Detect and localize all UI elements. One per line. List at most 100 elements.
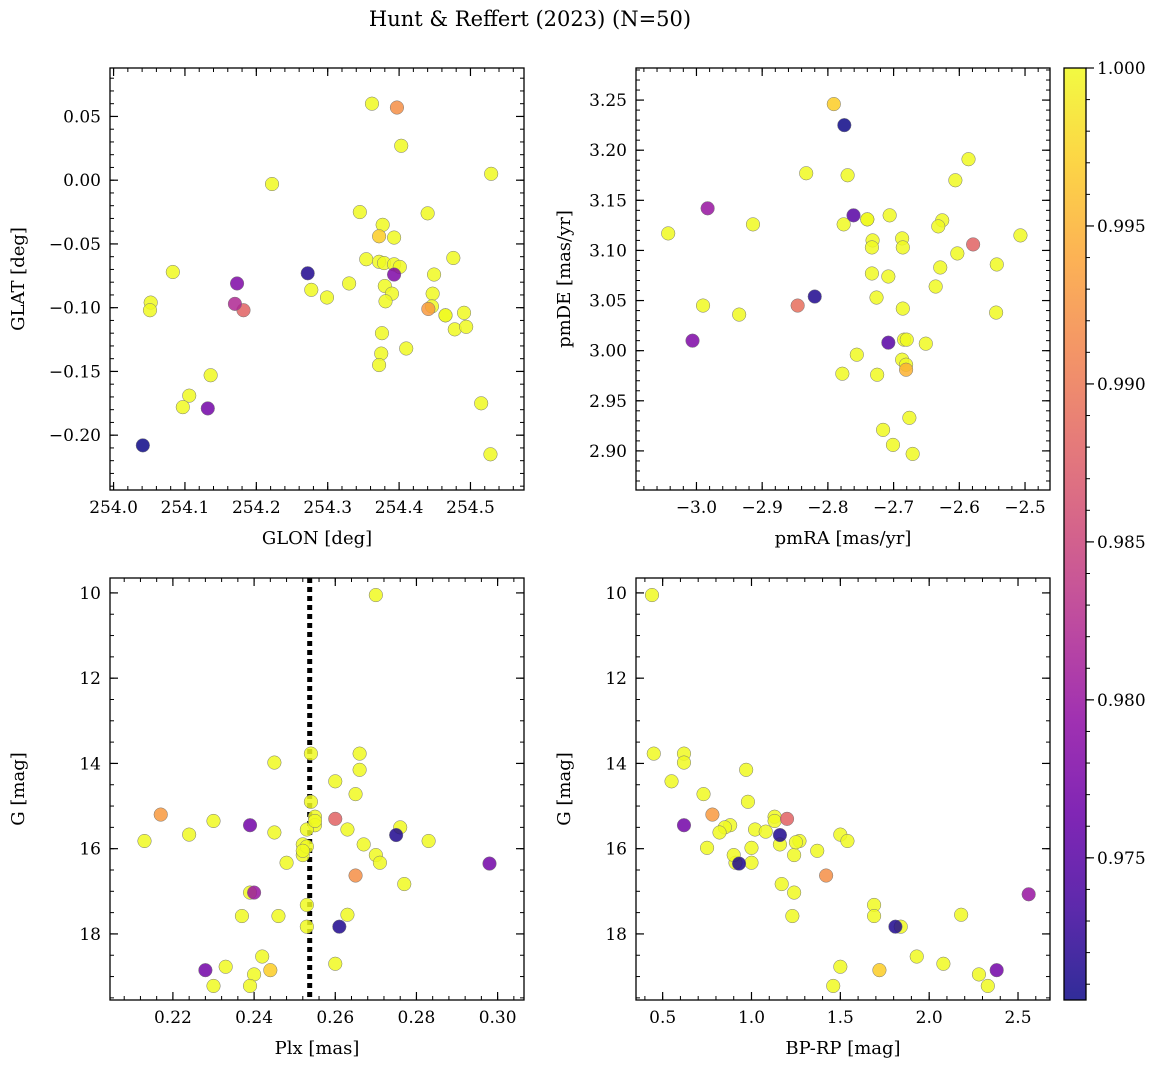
x-tick-label: 0.28: [398, 1008, 436, 1028]
data-point: [142, 303, 158, 318]
data-point: [787, 848, 802, 863]
data-point: [790, 298, 805, 313]
data-point: [368, 588, 383, 603]
data-point: [676, 755, 692, 770]
y-tick-label: 3.20: [589, 141, 627, 161]
data-point: [459, 319, 474, 334]
data-point: [836, 217, 851, 232]
data-point: [819, 868, 834, 883]
data-point: [397, 877, 412, 892]
data-point: [788, 835, 803, 850]
plot-area: [135, 96, 499, 462]
colorbar-tick-label: 0.975: [1097, 849, 1146, 869]
data-point: [374, 326, 390, 341]
data-point: [971, 967, 986, 982]
data-point: [870, 367, 885, 382]
data-point: [394, 138, 409, 153]
data-point: [247, 885, 262, 900]
axes-frame: [109, 67, 525, 491]
plot-area: [661, 97, 1028, 461]
data-point: [840, 833, 855, 849]
subplot-grid: 254.0 254.1 254.2 254.3 254.4 254.5 −0.20 −0.15…: [8, 67, 1051, 1059]
data-point: [905, 446, 920, 461]
subplot-1: 254.0 254.1 254.2 254.3 254.4 254.5 −0.20 −0.15…: [8, 67, 525, 549]
data-point: [745, 217, 761, 232]
x-tick-label: 1.0: [738, 1008, 765, 1028]
subplot-2: −3.0 −2.9 −2.8 −2.7 −2.6 −2.5 2.90 2.95 3.00 3.05…: [554, 67, 1051, 549]
data-point: [456, 305, 472, 320]
data-point: [198, 963, 213, 978]
data-point: [646, 746, 661, 761]
x-axis-label: BP-RP [mag]: [785, 1038, 900, 1059]
data-point: [881, 269, 896, 284]
data-point: [328, 811, 343, 826]
data-point: [732, 307, 747, 322]
data-point: [352, 205, 367, 220]
data-point: [661, 226, 676, 241]
plot-area: [137, 578, 497, 1000]
data-point: [799, 166, 814, 181]
data-point: [895, 240, 910, 255]
data-point: [340, 907, 355, 922]
data-point: [846, 208, 861, 223]
x-tick-label: 2.0: [916, 1008, 943, 1028]
data-point: [867, 908, 882, 924]
data-point: [263, 963, 278, 978]
data-point: [700, 840, 715, 855]
y-tick-label: −0.10: [49, 299, 101, 319]
y-tick-label: −0.05: [49, 235, 101, 255]
colorbar-tick-label: 1.000: [1097, 59, 1146, 79]
data-point: [767, 813, 782, 829]
data-point: [438, 308, 453, 323]
data-point: [869, 290, 884, 305]
data-point: [399, 341, 414, 356]
data-point: [664, 774, 679, 789]
data-point: [425, 286, 440, 301]
data-point: [446, 250, 461, 266]
x-tick-label: 0.26: [316, 1008, 354, 1028]
data-point: [474, 396, 489, 411]
data-point: [206, 813, 221, 829]
data-point: [348, 787, 363, 802]
data-point: [484, 166, 499, 181]
data-point: [389, 827, 404, 843]
data-point: [948, 173, 963, 188]
data-point: [389, 100, 404, 115]
data-point: [928, 279, 943, 294]
y-tick-label: 12: [79, 669, 101, 689]
data-point: [264, 176, 280, 192]
data-point: [918, 336, 933, 351]
colorbar-tick-label: 0.990: [1097, 375, 1146, 395]
data-point: [881, 335, 896, 350]
data-point: [356, 837, 371, 852]
y-tick-label: 16: [605, 840, 627, 860]
data-point: [744, 840, 759, 855]
data-point: [732, 856, 747, 871]
data-point: [421, 833, 436, 849]
data-point: [840, 168, 855, 183]
data-point: [696, 787, 711, 802]
data-point: [372, 229, 387, 244]
y-tick-label: −0.20: [49, 426, 101, 446]
x-tick-label: −2.7: [873, 498, 914, 518]
data-point: [267, 755, 282, 770]
y-axis-label: G [mag]: [554, 752, 575, 825]
x-tick-label: 1.5: [827, 1008, 854, 1028]
data-point: [882, 208, 897, 223]
y-axis-label: G [mag]: [8, 752, 29, 825]
y-tick-label: 18: [79, 925, 101, 945]
data-point: [242, 818, 258, 833]
data-point: [200, 401, 215, 416]
data-point: [807, 289, 822, 304]
data-point: [936, 956, 951, 971]
x-axis-label: GLON [deg]: [262, 528, 372, 549]
data-point: [227, 296, 242, 311]
data-point: [255, 949, 270, 964]
data-point: [1013, 228, 1028, 243]
data-point: [483, 447, 498, 462]
data-point: [740, 794, 755, 809]
y-tick-label: 3.15: [589, 191, 627, 211]
x-tick-label: 0.30: [479, 1008, 517, 1028]
x-tick-label: 0.24: [235, 1008, 273, 1028]
y-tick-label: 14: [79, 754, 101, 774]
